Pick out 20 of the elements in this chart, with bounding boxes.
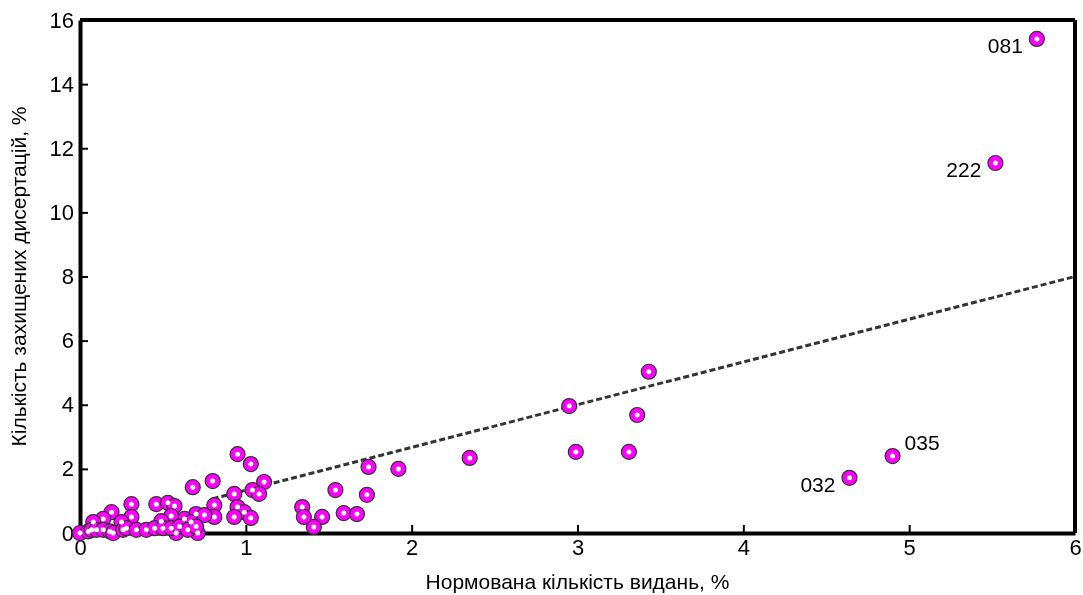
y-tick-label: 14 [49, 71, 74, 97]
y-tick-label: 12 [49, 135, 74, 161]
y-tick-label: 2 [61, 456, 74, 482]
y-tick-label: 4 [61, 392, 74, 418]
annotation: 035 [904, 431, 940, 455]
annotation: 081 [987, 33, 1023, 57]
y-tick-label: 10 [49, 199, 74, 225]
y-axis-title: Кількість захищених дисертацій, % [7, 106, 30, 447]
annotation: 032 [800, 472, 836, 496]
x-tick-label: 4 [737, 534, 750, 560]
x-tick-label: 5 [903, 534, 916, 560]
x-tick-label: 6 [1069, 534, 1082, 560]
y-tick-label: 6 [61, 328, 74, 354]
y-tick-label: 16 [49, 7, 74, 33]
y-tick-label: 8 [61, 264, 74, 290]
annotation: 222 [946, 158, 982, 181]
x-axis-title: Нормована кількість видань, % [425, 570, 730, 593]
x-tick-label: 2 [406, 534, 419, 560]
x-tick-label: 3 [571, 534, 585, 560]
x-tick-label: 1 [240, 534, 253, 560]
